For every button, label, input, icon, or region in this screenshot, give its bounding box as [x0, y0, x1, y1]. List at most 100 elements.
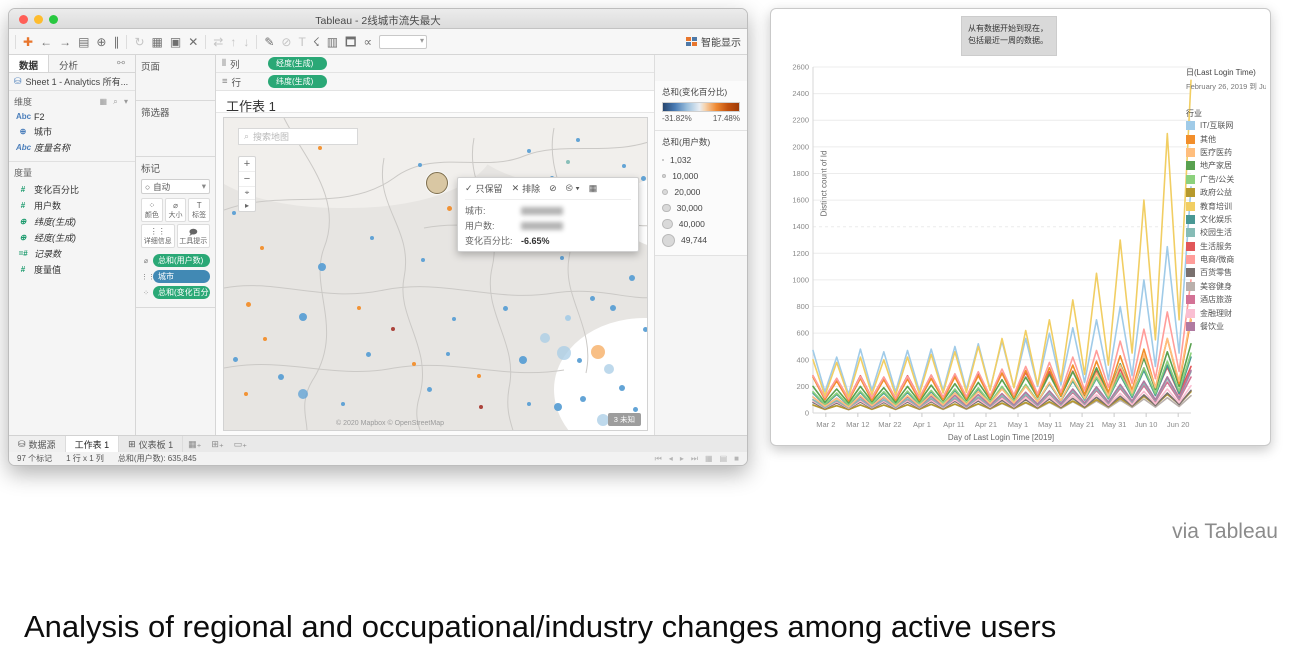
- city-mark[interactable]: [640, 175, 646, 181]
- city-mark[interactable]: [597, 414, 609, 426]
- add-datasource-icon[interactable]: ⊕: [96, 34, 107, 49]
- series-line[interactable]: [812, 279, 1192, 400]
- detail-button[interactable]: ⋮⋮ 详细信息: [141, 224, 175, 248]
- show-me-button[interactable]: 智能显示: [686, 34, 741, 49]
- fit-dropdown[interactable]: ▾: [379, 34, 428, 49]
- zoom-in-button[interactable]: +: [239, 157, 255, 172]
- city-mark[interactable]: [365, 351, 371, 357]
- fill-view-icon[interactable]: ■: [734, 453, 739, 463]
- dimensions-header-icons[interactable]: ▦ ⌕ ▾: [99, 96, 130, 106]
- mark-type-dropdown[interactable]: ○ 自动 ▾: [141, 179, 210, 194]
- next-page-icon[interactable]: ▸: [679, 453, 684, 463]
- sort-ascending-icon[interactable]: ↑: [230, 34, 237, 49]
- legend-item[interactable]: 其他: [1186, 132, 1266, 145]
- keep-only-button[interactable]: ✓ 只保留: [465, 183, 503, 194]
- line-chart-plot[interactable]: 0 200 400 600 800 1000 1200 1400 1600 1800 2000 220…: [785, 59, 1200, 429]
- size-button[interactable]: ⌀ 大小: [164, 198, 187, 222]
- exclude-button[interactable]: ✕ 排除: [511, 183, 541, 194]
- city-mark[interactable]: [589, 295, 595, 301]
- zoom-out-button[interactable]: −: [239, 172, 255, 187]
- prev-page-icon[interactable]: ◂: [668, 453, 673, 463]
- datasource-tab[interactable]: ⛁ 数据源: [9, 436, 66, 452]
- city-mark[interactable]: [554, 403, 562, 411]
- new-dashboard-button[interactable]: ⊞₊: [211, 438, 224, 449]
- city-mark[interactable]: [446, 352, 450, 356]
- swap-axes-icon[interactable]: ⇄: [213, 34, 224, 49]
- legend-item[interactable]: 教育培训: [1186, 199, 1266, 212]
- measure-field[interactable]: =# 记录数: [9, 245, 135, 261]
- city-mark[interactable]: [479, 405, 483, 409]
- city-mark[interactable]: [299, 313, 307, 321]
- city-mark[interactable]: [263, 337, 267, 341]
- rows-pill[interactable]: 纬度(生成): [268, 75, 328, 88]
- group-members-icon[interactable]: ⊘: [549, 183, 557, 193]
- city-mark[interactable]: [412, 362, 416, 366]
- map-view[interactable]: ⌕ 搜索地图 + − ⌖ ▸ ✓ 只保留 ✕ 排除 ⊘ ⧀ ▾ ▦ 城市: 用户数: 变…: [223, 117, 648, 431]
- show-cards-icon[interactable]: ▥: [326, 34, 339, 49]
- columns-pill[interactable]: 经度(生成): [268, 57, 328, 70]
- city-mark[interactable]: [244, 392, 248, 396]
- city-mark[interactable]: [580, 396, 586, 402]
- city-mark[interactable]: [519, 356, 527, 364]
- city-mark[interactable]: [370, 236, 374, 240]
- filters-shelf[interactable]: 筛选器: [136, 101, 215, 157]
- measure-field[interactable]: ⊕ 经度(生成): [9, 229, 135, 245]
- close-window-button[interactable]: [19, 15, 28, 24]
- redo-icon[interactable]: →: [59, 34, 72, 49]
- view-data-icon[interactable]: ▦: [588, 183, 598, 193]
- legend-item[interactable]: 美容健身: [1186, 280, 1266, 293]
- marks-pill[interactable]: 城市: [153, 270, 210, 283]
- rows-shelf[interactable]: ≡ 行 纬度(生成): [216, 73, 654, 91]
- city-mark[interactable]: [232, 211, 236, 215]
- create-set-icon[interactable]: ⧀ ▾: [565, 183, 580, 193]
- format-icon[interactable]: ⊘: [281, 34, 292, 49]
- series-line[interactable]: [812, 79, 1192, 398]
- legend-item[interactable]: 电商/微商: [1186, 253, 1266, 266]
- city-mark[interactable]: [560, 256, 564, 260]
- dimension-field[interactable]: ⊕ 城市: [9, 123, 135, 139]
- share-icon[interactable]: ∝: [363, 34, 373, 49]
- city-mark[interactable]: [341, 402, 345, 406]
- city-mark[interactable]: [232, 356, 238, 362]
- pause-updates-icon[interactable]: ∥: [113, 34, 120, 49]
- series-line[interactable]: [812, 352, 1192, 406]
- city-mark[interactable]: [357, 306, 361, 310]
- duplicate-sheet-icon[interactable]: ▣: [169, 34, 182, 49]
- city-mark[interactable]: [421, 258, 425, 262]
- city-mark[interactable]: [446, 205, 452, 211]
- marks-pill[interactable]: 总和(变化百分..: [153, 286, 210, 299]
- date-filter-value[interactable]: February 26, 2019 到 Ju..: [1186, 82, 1266, 91]
- tooltip-button[interactable]: 🗩 工具提示: [176, 224, 210, 248]
- minimize-window-button[interactable]: [34, 15, 43, 24]
- series-line[interactable]: [812, 318, 1192, 402]
- dimension-field[interactable]: Abc 度量名称: [16, 142, 71, 153]
- color-legend[interactable]: 总和(变化百分比) -31.82% 17.48%: [655, 81, 747, 131]
- city-mark[interactable]: [632, 406, 638, 412]
- dashboard-tab[interactable]: ⊞ 仪表板 1: [119, 436, 184, 452]
- sheet-tab[interactable]: 工作表 1: [65, 436, 120, 452]
- legend-item[interactable]: 百货零售: [1186, 266, 1266, 279]
- new-worksheet-icon[interactable]: ▦: [151, 34, 163, 49]
- city-mark[interactable]: [622, 164, 626, 168]
- legend-item[interactable]: 餐饮业: [1186, 320, 1266, 333]
- map-search-box[interactable]: ⌕ 搜索地图: [238, 128, 358, 145]
- series-line[interactable]: [812, 315, 1192, 408]
- city-mark[interactable]: [540, 333, 550, 343]
- city-mark[interactable]: [426, 386, 432, 392]
- dimension-field[interactable]: Abc F2: [16, 111, 45, 122]
- city-mark[interactable]: [619, 385, 625, 391]
- legend-item[interactable]: 政府公益: [1186, 186, 1266, 199]
- measure-field[interactable]: # 变化百分比: [9, 181, 135, 197]
- legend-item[interactable]: 广告/公关: [1186, 173, 1266, 186]
- city-mark[interactable]: [391, 327, 395, 331]
- city-mark[interactable]: [298, 389, 308, 399]
- legend-item[interactable]: 生活服务: [1186, 240, 1266, 253]
- pin-map-button[interactable]: ⌖: [239, 187, 255, 200]
- grid-view-icon[interactable]: ▦: [705, 453, 713, 463]
- city-mark[interactable]: [557, 346, 571, 360]
- city-mark[interactable]: [565, 315, 571, 321]
- tableau-logo-icon[interactable]: ✚: [23, 34, 34, 49]
- label-button[interactable]: T 标签: [188, 198, 210, 222]
- city-mark[interactable]: [502, 305, 508, 311]
- legend-item[interactable]: 文化娱乐: [1186, 213, 1266, 226]
